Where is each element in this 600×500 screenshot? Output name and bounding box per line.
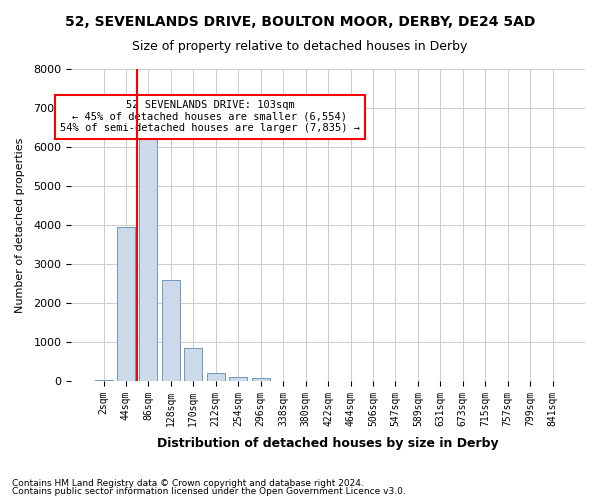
Bar [162, 280, 180, 381]
Bar [207, 373, 225, 381]
Text: 52, SEVENLANDS DRIVE, BOULTON MOOR, DERBY, DE24 5AD: 52, SEVENLANDS DRIVE, BOULTON MOOR, DERB… [65, 15, 535, 29]
Bar [95, 380, 113, 381]
Bar [117, 227, 135, 381]
Text: Contains HM Land Registry data © Crown copyright and database right 2024.: Contains HM Land Registry data © Crown c… [12, 478, 364, 488]
Text: 52 SEVENLANDS DRIVE: 103sqm
← 45% of detached houses are smaller (6,554)
54% of : 52 SEVENLANDS DRIVE: 103sqm ← 45% of det… [60, 100, 360, 134]
Text: Size of property relative to detached houses in Derby: Size of property relative to detached ho… [133, 40, 467, 53]
Y-axis label: Number of detached properties: Number of detached properties [15, 138, 25, 312]
Bar [184, 348, 202, 381]
Bar [229, 377, 247, 381]
X-axis label: Distribution of detached houses by size in Derby: Distribution of detached houses by size … [157, 437, 499, 450]
Text: Contains public sector information licensed under the Open Government Licence v3: Contains public sector information licen… [12, 487, 406, 496]
Bar [139, 126, 157, 381]
Bar [252, 378, 270, 381]
